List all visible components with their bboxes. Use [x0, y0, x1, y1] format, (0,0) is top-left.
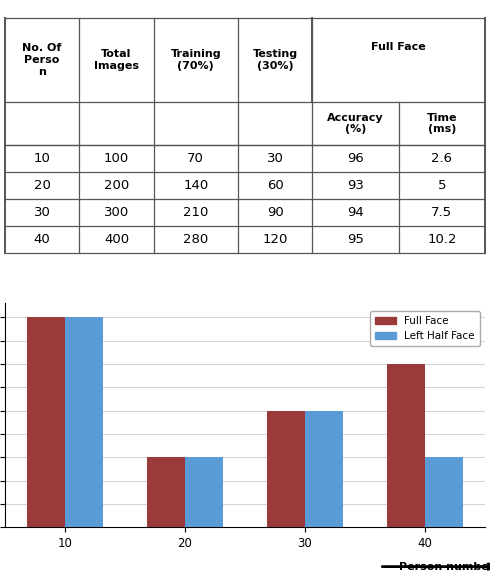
Text: 200: 200 — [104, 179, 129, 192]
Text: 210: 210 — [183, 206, 208, 219]
Text: Total
Images: Total Images — [94, 49, 139, 71]
Text: 90: 90 — [267, 206, 283, 219]
Text: 400: 400 — [104, 233, 129, 246]
Text: 140: 140 — [183, 179, 208, 192]
Bar — [65, 318, 103, 586]
Text: 93: 93 — [347, 179, 364, 192]
Text: 70: 70 — [187, 152, 204, 165]
Text: 60: 60 — [267, 179, 283, 192]
Text: 120: 120 — [262, 233, 288, 246]
Text: Full Face: Full Face — [371, 42, 426, 52]
Text: 300: 300 — [104, 206, 129, 219]
Bar — [147, 458, 185, 586]
Text: 2.6: 2.6 — [431, 152, 452, 165]
Text: 94: 94 — [347, 206, 364, 219]
Text: 30: 30 — [267, 152, 283, 165]
Text: 95: 95 — [347, 233, 364, 246]
Bar — [185, 458, 223, 586]
Bar — [305, 411, 343, 586]
Text: Person numbers: Person numbers — [399, 561, 490, 571]
Text: 30: 30 — [34, 206, 50, 219]
Text: Training
(70%): Training (70%) — [171, 49, 221, 71]
Text: Accuracy
(%): Accuracy (%) — [327, 113, 384, 134]
Text: 280: 280 — [183, 233, 208, 246]
Text: 100: 100 — [104, 152, 129, 165]
Text: 5: 5 — [438, 179, 446, 192]
Text: 20: 20 — [34, 179, 50, 192]
Text: Testing
(30%): Testing (30%) — [252, 49, 297, 71]
Text: 10.2: 10.2 — [427, 233, 457, 246]
Text: Time
(ms): Time (ms) — [427, 113, 457, 134]
Bar — [425, 458, 463, 586]
Text: 7.5: 7.5 — [431, 206, 452, 219]
Text: No. Of
Perso
n: No. Of Perso n — [23, 43, 62, 77]
Text: 96: 96 — [347, 152, 364, 165]
Bar — [387, 364, 425, 586]
Text: 40: 40 — [34, 233, 50, 246]
Bar — [27, 318, 65, 586]
Legend: Full Face, Left Half Face: Full Face, Left Half Face — [370, 311, 480, 346]
Text: 10: 10 — [34, 152, 50, 165]
Bar — [267, 411, 305, 586]
